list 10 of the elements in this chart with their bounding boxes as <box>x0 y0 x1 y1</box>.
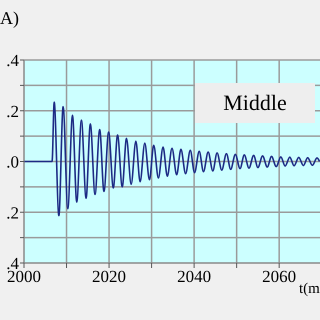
y-axis-title: A) <box>0 8 19 29</box>
y-tick-label: .0 <box>6 152 19 172</box>
y-tick-label: .2 <box>6 203 19 222</box>
x-tick-label: 2060 <box>262 267 296 286</box>
x-tick-label: 2020 <box>92 267 126 286</box>
annotation: Middle <box>195 83 315 123</box>
x-axis-title: t(m <box>299 281 320 298</box>
y-tick-label: .2 <box>6 102 19 121</box>
y-tick-label: .4 <box>6 51 20 70</box>
x-tick-label: 2040 <box>177 267 212 286</box>
